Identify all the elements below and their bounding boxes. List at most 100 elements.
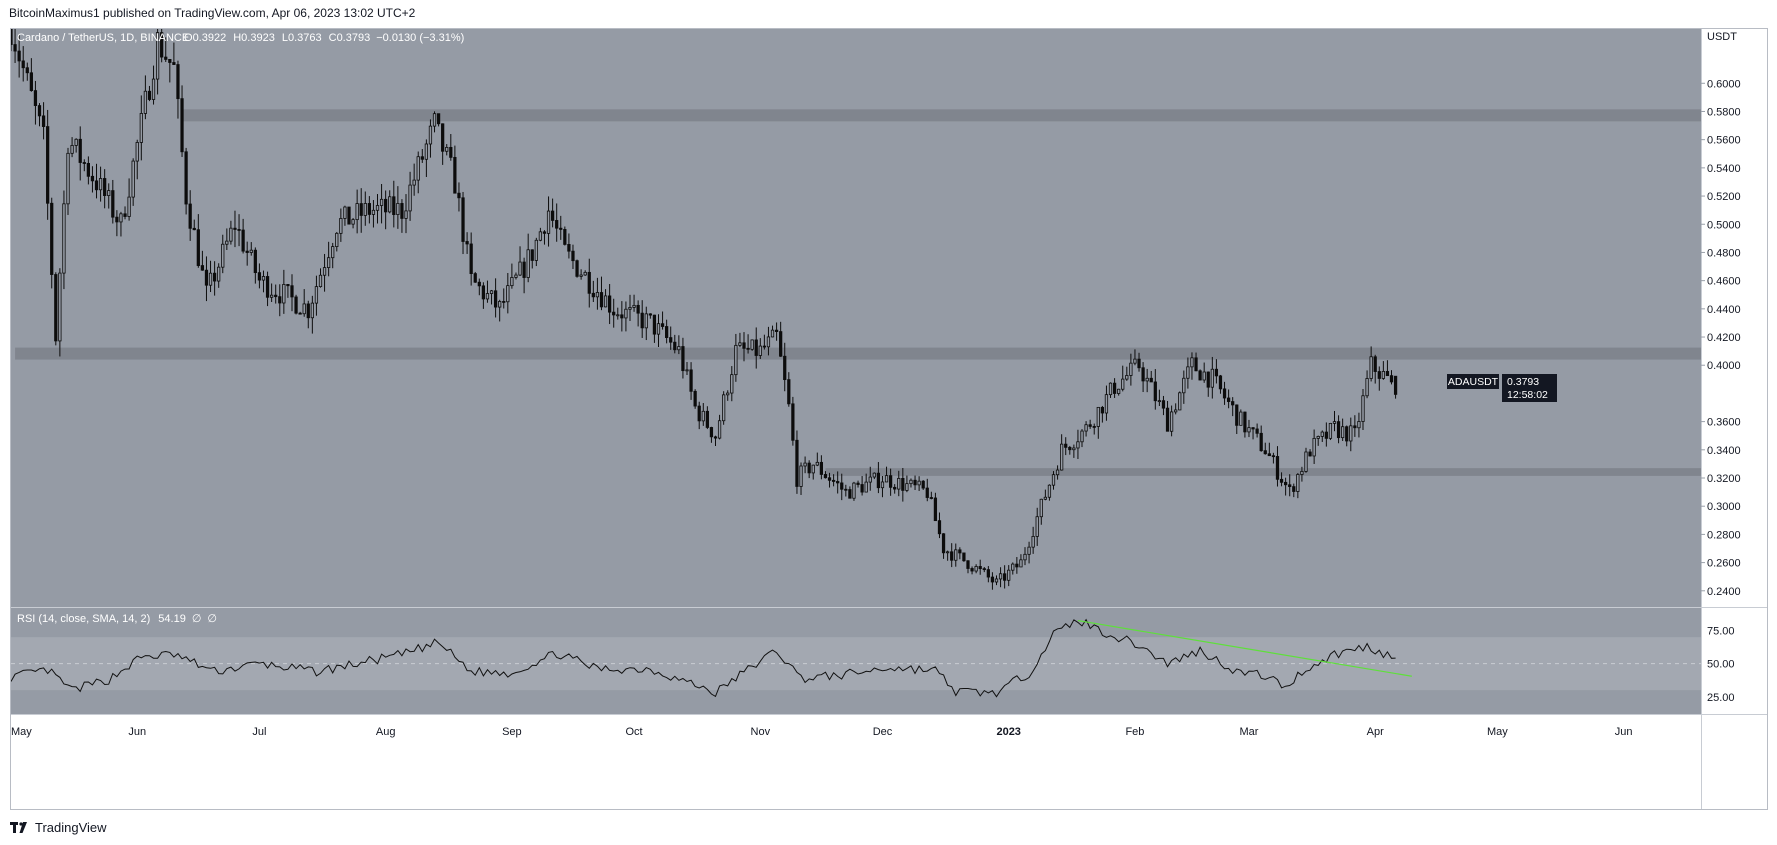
candle-body <box>518 261 522 276</box>
price-axis[interactable]: 0.6000 0.5800 0.5600 0.5400 0.5200 0.5000 0.48… <box>1701 78 1741 598</box>
rsi-legend: RSI (14, close, SMA, 14, 2) 54.19 ∅ ∅ <box>17 613 217 625</box>
chart-container[interactable]: 0.6000 0.5800 0.5600 0.5400 0.5200 0.5000 0.48… <box>9 5 1768 810</box>
candle-body <box>481 285 486 300</box>
candle <box>1149 370 1153 383</box>
candle <box>416 151 420 194</box>
candle <box>1051 471 1056 490</box>
candle <box>1393 375 1398 399</box>
candle-body <box>921 480 925 489</box>
candle-body <box>50 202 54 275</box>
published-header: BitcoinMaximus1 published on TradingView… <box>9 6 415 20</box>
candle <box>982 567 986 573</box>
candle <box>542 230 547 245</box>
candle <box>1263 442 1267 455</box>
candle <box>905 475 909 493</box>
candle <box>836 471 840 494</box>
candle <box>363 191 367 226</box>
candle <box>1117 388 1121 396</box>
candle <box>1353 415 1357 437</box>
candle <box>730 366 734 402</box>
candle-body <box>982 568 986 571</box>
footer[interactable]: TradingView <box>10 820 107 835</box>
candle <box>526 233 530 283</box>
legend-h-label: H <box>233 32 241 44</box>
candle-body <box>644 313 648 329</box>
price-chart[interactable]: 0.6000 0.5800 0.5600 0.5400 0.5200 0.5000 0.48… <box>9 5 1767 809</box>
time-tick-label: Jun <box>1615 726 1633 738</box>
candle-body <box>94 180 99 191</box>
candle <box>1003 565 1007 589</box>
candle <box>257 263 262 289</box>
candle-body <box>970 568 974 572</box>
candle-body <box>318 274 323 288</box>
time-axis[interactable]: May Jun Jul Aug Sep Oct Nov Dec 2023 Feb Mar Apr May… <box>11 726 1633 738</box>
candle-body <box>563 229 567 245</box>
candle <box>265 271 270 307</box>
candle <box>217 263 221 288</box>
candle <box>754 327 758 369</box>
candle <box>689 362 693 400</box>
candle-body <box>713 436 718 439</box>
candle-body <box>1133 358 1137 364</box>
price-tick-label: 0.5200 <box>1707 191 1741 203</box>
candle <box>489 289 494 305</box>
candle-body <box>115 216 119 223</box>
candle <box>331 242 335 269</box>
candle <box>958 547 962 560</box>
candle-body <box>375 205 380 211</box>
time-tick-label: May <box>1487 726 1508 738</box>
candle-body <box>1377 371 1381 379</box>
candle <box>359 188 363 233</box>
candle <box>929 491 933 500</box>
candle <box>1161 395 1166 416</box>
candle <box>1275 446 1280 487</box>
candle-body <box>958 549 962 554</box>
candle <box>546 196 551 247</box>
candle-body <box>1019 559 1023 568</box>
candle-body <box>1157 400 1162 403</box>
candle-body <box>726 392 730 396</box>
candle-body <box>1100 406 1104 414</box>
rsi-axis[interactable]: 75.00 50.00 25.00 <box>1707 626 1735 704</box>
candle-body <box>779 331 783 357</box>
candle-body <box>1271 455 1276 458</box>
candle <box>766 326 771 356</box>
candle <box>559 215 563 240</box>
candle <box>1043 489 1047 501</box>
price-tick-label: 0.5000 <box>1707 219 1741 231</box>
candle-body <box>946 551 950 554</box>
time-tick-label: May <box>11 726 32 738</box>
candle-body <box>954 549 958 561</box>
candle <box>127 178 131 221</box>
candle-body <box>408 184 412 212</box>
candle <box>840 473 844 501</box>
candle <box>1174 403 1178 415</box>
legend-ohlc: O0.3922 H0.3923 L0.3763 C0.3793 −0.0130 (−3.… <box>184 32 464 44</box>
candle-body <box>766 336 771 348</box>
time-tick-label: Aug <box>376 726 396 738</box>
candle <box>1361 388 1365 431</box>
candle <box>1129 353 1133 386</box>
candle-body <box>335 232 339 247</box>
candle-body <box>787 379 791 405</box>
candle-body <box>123 213 127 217</box>
candle <box>555 203 559 242</box>
candle-body <box>367 203 371 215</box>
candle-body <box>526 249 530 278</box>
price-badge-countdown: 12:58:02 <box>1507 389 1548 401</box>
candle <box>941 533 946 559</box>
candle-body <box>534 239 538 261</box>
candle <box>46 109 50 220</box>
time-tick-label: Feb <box>1125 726 1144 738</box>
candle <box>1226 389 1231 409</box>
candle <box>1312 429 1316 464</box>
candle-body <box>510 277 514 287</box>
candle-body <box>98 178 103 191</box>
candle-body <box>856 482 860 485</box>
candle-body <box>392 196 396 215</box>
candle-body <box>151 78 156 100</box>
candle <box>575 259 579 278</box>
candle <box>550 198 555 228</box>
candle-body <box>1027 546 1031 555</box>
candle <box>538 227 543 242</box>
